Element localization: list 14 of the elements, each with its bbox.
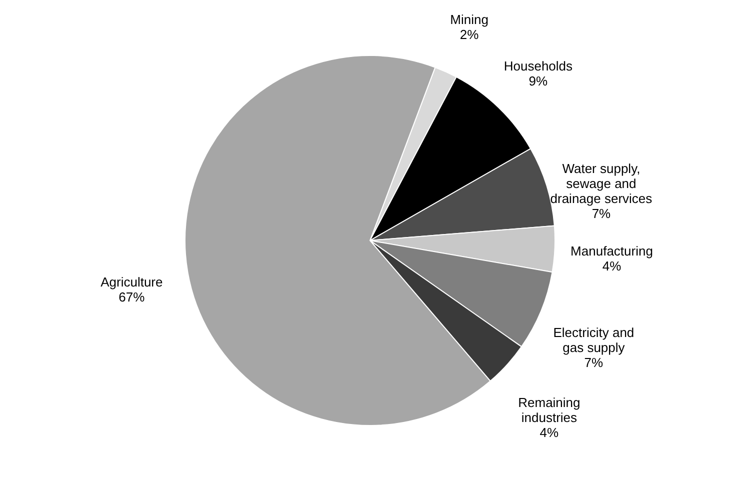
slice-label: Mining [450, 12, 488, 27]
slice-label: Remaining industries [518, 395, 580, 426]
data-label: 4% [602, 258, 622, 274]
slice-label: Households [504, 58, 574, 74]
data-label: 4% [540, 425, 560, 440]
slice-label: Water supply, sewage and drainage services [550, 161, 653, 206]
data-label: 7% [592, 206, 612, 222]
data-label: 67% [118, 289, 146, 304]
data-label: 2% [460, 26, 480, 42]
slice-label: Agriculture [100, 274, 163, 290]
slice-label: Electricity and gas supply [553, 324, 634, 355]
data-label: 9% [528, 73, 548, 88]
slice-label: Manufacturing [570, 244, 653, 259]
data-label: 7% [584, 354, 604, 370]
